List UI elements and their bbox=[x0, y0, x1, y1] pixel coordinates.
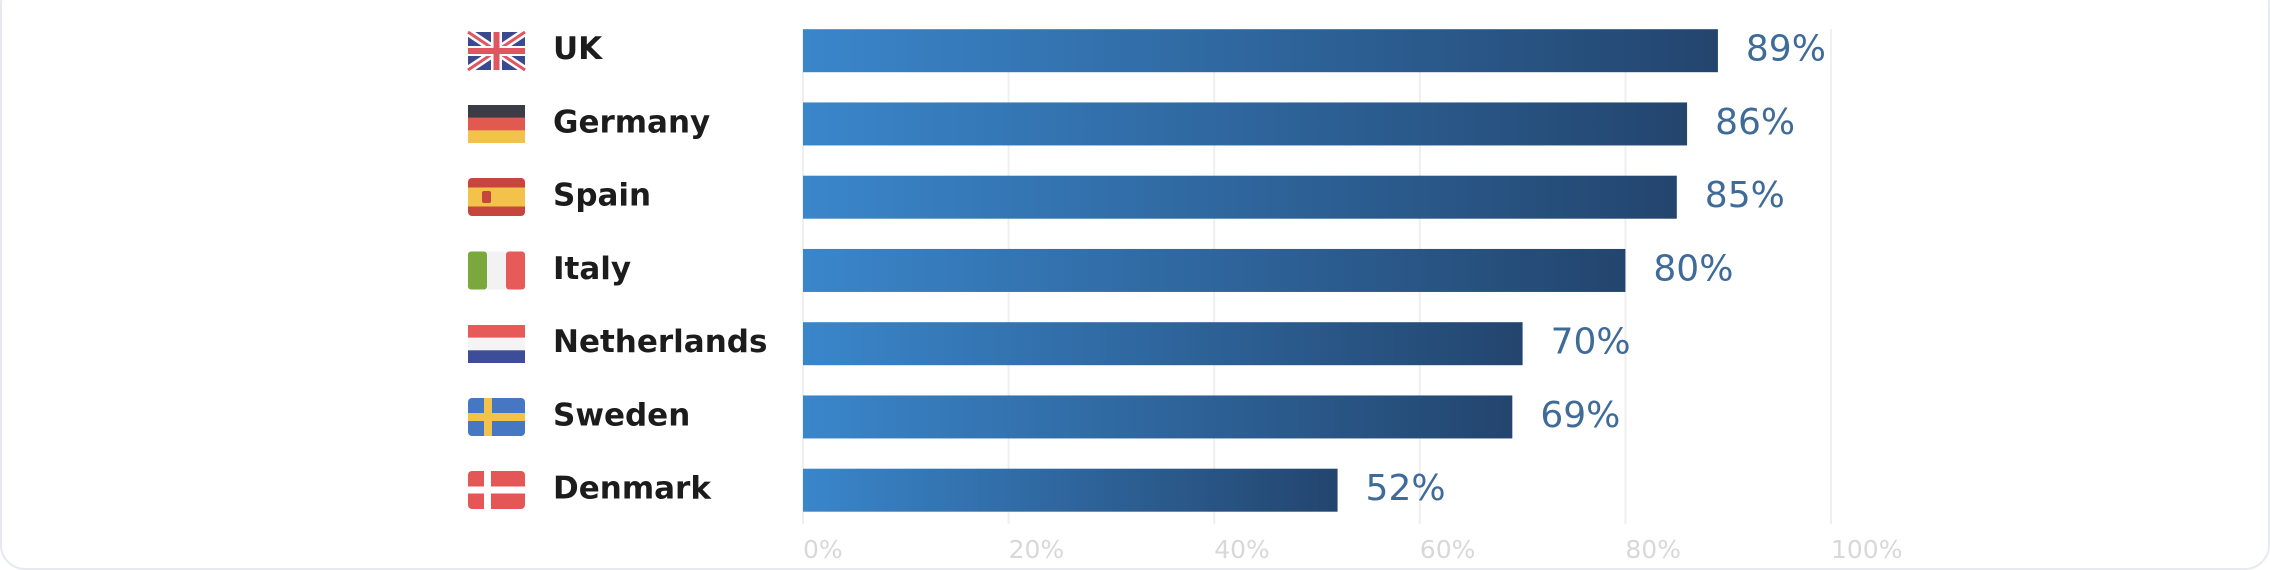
x-tick-label: 20% bbox=[1009, 535, 1065, 564]
flag-italy bbox=[468, 251, 525, 290]
category-label: Italy bbox=[553, 251, 631, 287]
bar bbox=[803, 175, 1677, 219]
x-tick-label: 100% bbox=[1831, 535, 1902, 564]
category-label: Netherlands bbox=[553, 324, 767, 360]
value-label: 86% bbox=[1715, 102, 1795, 143]
bar bbox=[803, 29, 1718, 73]
x-tick-label: 0% bbox=[803, 535, 843, 564]
value-label: 80% bbox=[1653, 248, 1733, 289]
bar bbox=[803, 468, 1338, 512]
flag-uk bbox=[465, 28, 528, 74]
x-tick-label: 40% bbox=[1214, 535, 1270, 564]
flags bbox=[465, 28, 528, 509]
category-label: Spain bbox=[553, 178, 651, 214]
flag-denmark bbox=[468, 471, 525, 509]
value-label: 70% bbox=[1551, 322, 1631, 363]
flag-netherlands bbox=[468, 325, 525, 363]
bar bbox=[803, 102, 1688, 146]
flag-sweden bbox=[468, 398, 525, 436]
flag-germany bbox=[468, 105, 525, 143]
value-label: 85% bbox=[1705, 175, 1785, 216]
category-label: Denmark bbox=[553, 471, 712, 507]
bar bbox=[803, 248, 1626, 292]
x-tick-label: 60% bbox=[1420, 535, 1476, 564]
value-label: 69% bbox=[1540, 395, 1620, 436]
value-label: 52% bbox=[1366, 468, 1446, 509]
value-label: 89% bbox=[1746, 29, 1826, 70]
flag-spain bbox=[468, 178, 525, 216]
x-tick-label: 80% bbox=[1625, 535, 1681, 564]
category-label: Sweden bbox=[553, 397, 690, 433]
category-label: Germany bbox=[553, 104, 710, 140]
bar bbox=[803, 322, 1523, 366]
category-label: UK bbox=[553, 31, 603, 67]
bar bbox=[803, 395, 1513, 439]
